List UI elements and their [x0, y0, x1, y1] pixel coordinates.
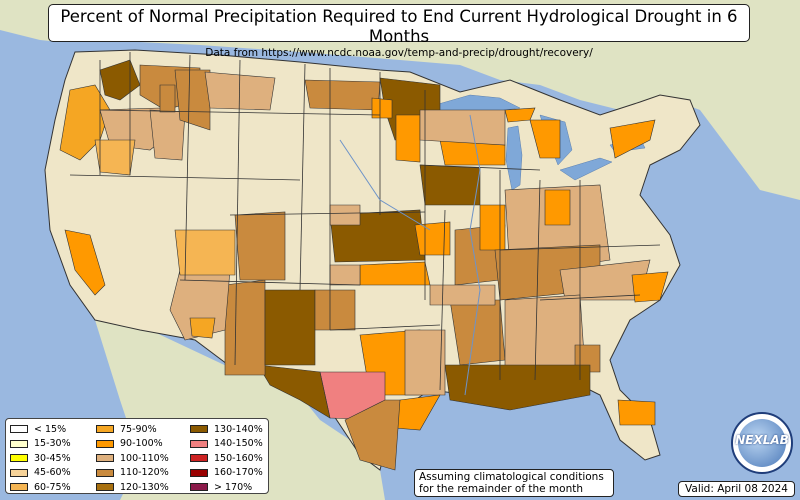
drought-regions [59, 59, 669, 471]
legend-swatch [190, 468, 208, 477]
region-mi-lower [529, 119, 561, 159]
legend-label: 30-45% [34, 452, 71, 464]
legend-swatch [96, 439, 114, 448]
legend-item: 120-130% [96, 480, 169, 494]
map-subtitle: Data from https://www.ncdc.noaa.gov/temp… [205, 47, 593, 59]
region-az-spot [189, 317, 216, 339]
region-nm-east [314, 289, 356, 331]
assumption-note: Assuming climatological conditions for t… [414, 469, 614, 497]
legend-item: 30-45% [10, 451, 71, 465]
legend-label: 110-120% [120, 467, 169, 478]
legend-swatch [190, 425, 208, 433]
region-wi [395, 114, 421, 163]
region-nd-west [304, 79, 381, 111]
legend-item: 100-110% [96, 451, 169, 465]
legend-label: 120-130% [120, 481, 169, 493]
region-ks-south [359, 261, 431, 286]
legend-column-3: 130-140% 140-150% 150-160% 160-170% > 17… [190, 422, 263, 495]
region-nc [631, 271, 669, 303]
region-wi-south [419, 109, 506, 146]
legend-swatch [96, 483, 114, 491]
legend-label: 15-30% [34, 438, 71, 449]
legend-swatch [190, 439, 208, 448]
legend-label: < 15% [34, 423, 67, 435]
legend-swatch [10, 439, 28, 448]
legend-swatch [10, 454, 28, 462]
region-nv-spot [159, 84, 176, 113]
region-tx-west [257, 364, 331, 419]
legend-label: 160-170% [214, 467, 263, 478]
legend-item: 160-170% [190, 466, 263, 480]
legend-swatch [10, 425, 28, 433]
legend: < 15% 15-30% 30-45% 45-60% 60-75% 75-90%… [5, 418, 269, 494]
legend-item: < 15% [10, 422, 71, 436]
legend-column-1: < 15% 15-30% 30-45% 45-60% 60-75% [10, 422, 71, 495]
region-in-spots [544, 189, 571, 226]
region-mo [414, 221, 451, 256]
legend-item: 150-160% [190, 451, 263, 465]
lake-michigan [505, 125, 523, 191]
nexlab-logo: NEXLAB [731, 412, 793, 474]
legend-label: 130-140% [214, 423, 263, 435]
region-ar-north [429, 284, 496, 306]
region-co [234, 211, 286, 281]
legend-label: 140-150% [214, 438, 263, 449]
region-nm-west [224, 279, 266, 376]
legend-item: 45-60% [10, 466, 71, 480]
region-nd-east [371, 97, 393, 119]
region-idaho [94, 139, 136, 176]
map-title: Percent of Normal Precipitation Required… [60, 7, 738, 46]
legend-label: 100-110% [120, 452, 169, 464]
valid-date: Valid: April 08 2024 [678, 481, 795, 497]
legend-item: 90-100% [96, 437, 169, 451]
region-nm-central [264, 289, 316, 366]
region-ny [609, 119, 656, 159]
region-in [479, 204, 506, 251]
canada-land [0, 0, 800, 200]
legend-item: 110-120% [96, 466, 169, 480]
region-tx-gulf [344, 399, 401, 471]
legend-swatch [96, 454, 114, 462]
region-ca [64, 229, 106, 296]
legend-item: 130-140% [190, 422, 263, 436]
title-box: Percent of Normal Precipitation Required… [48, 4, 750, 59]
legend-column-2: 75-90% 90-100% 100-110% 110-120% 120-130… [96, 422, 169, 495]
legend-swatch [10, 483, 28, 491]
legend-label: 90-100% [120, 438, 163, 449]
legend-swatch [190, 483, 208, 491]
legend-item: 75-90% [96, 422, 169, 436]
region-mt-east [204, 71, 276, 111]
globe-icon [738, 419, 786, 467]
rivers [339, 114, 481, 396]
region-ut [174, 229, 236, 276]
legend-label: 45-60% [34, 467, 71, 478]
region-tx-east [404, 329, 446, 396]
region-mt-central [174, 69, 211, 131]
region-ia-ne [419, 164, 481, 206]
legend-label: 60-75% [34, 481, 71, 493]
region-ks-north [329, 204, 361, 226]
lake-erie [559, 157, 613, 181]
legend-item: 60-75% [10, 480, 71, 494]
legend-item: > 170% [190, 480, 263, 494]
legend-swatch [10, 468, 28, 477]
logo-text: NEXLAB [735, 433, 789, 447]
legend-label: > 170% [214, 481, 253, 493]
region-fl [617, 399, 656, 426]
legend-item: 140-150% [190, 437, 263, 451]
region-ms-al [504, 294, 586, 371]
region-ok-north [329, 264, 361, 286]
legend-swatch [96, 425, 114, 433]
legend-swatch [96, 468, 114, 477]
legend-swatch [190, 454, 208, 462]
legend-label: 75-90% [120, 423, 157, 435]
legend-item: 15-30% [10, 437, 71, 451]
legend-label: 150-160% [214, 452, 263, 464]
region-gulf [444, 364, 591, 411]
